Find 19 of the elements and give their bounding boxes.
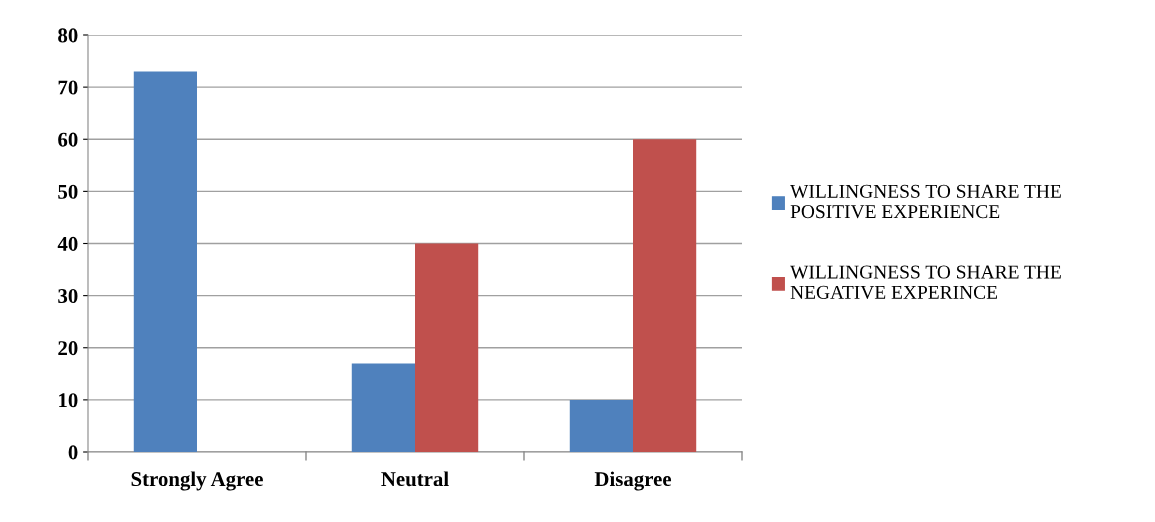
x-tick-label: Disagree <box>594 471 672 491</box>
bar <box>569 399 633 452</box>
y-tick-label: 80 <box>58 28 78 43</box>
legend-label: WILLINGNESS TO SHARE THE NEGATIVE EXPERINCE <box>790 265 1061 300</box>
legend-label: WILLINGNESS TO SHARE THE POSITIVE EXPERIENCE <box>790 184 1061 219</box>
y-tick-label: 60 <box>58 132 78 147</box>
y-tick-label: 30 <box>58 289 78 304</box>
bar <box>133 71 197 452</box>
y-tick-label: 40 <box>57 236 78 251</box>
y-tick-label: 20 <box>58 341 78 356</box>
bar <box>633 139 697 452</box>
y-tick-label: 10 <box>59 393 78 408</box>
x-tick-label: Neutral <box>381 471 449 487</box>
x-tick-label: Strongly Agree <box>131 471 263 491</box>
bar <box>415 243 479 452</box>
y-tick-label: 0 <box>68 445 78 460</box>
y-tick-label: 70 <box>58 80 78 95</box>
bar <box>351 363 415 452</box>
y-tick-label: 50 <box>58 184 78 199</box>
